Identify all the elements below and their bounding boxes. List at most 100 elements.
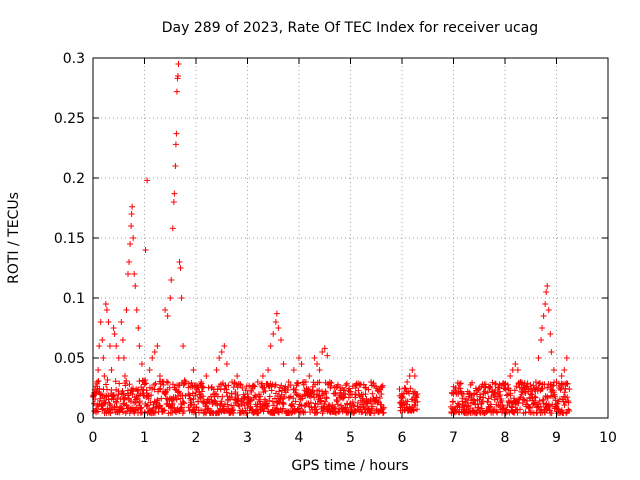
data-point — [489, 379, 496, 386]
data-point — [268, 387, 275, 394]
data-point — [511, 395, 518, 402]
data-point — [301, 379, 308, 385]
data-point — [186, 407, 193, 414]
data-point — [536, 380, 543, 387]
data-point — [108, 367, 115, 373]
data-point — [549, 401, 556, 408]
data-point — [512, 361, 519, 367]
data-point — [198, 407, 205, 414]
data-point — [270, 331, 277, 337]
data-point — [335, 409, 342, 416]
data-point — [396, 385, 403, 392]
data-point — [535, 355, 542, 361]
data-point — [306, 392, 313, 399]
x-tick-label: 0 — [89, 430, 98, 446]
data-point — [148, 392, 155, 399]
data-point — [409, 367, 416, 373]
data-point — [154, 397, 161, 404]
data-point — [543, 289, 550, 295]
data-point — [179, 392, 186, 399]
data-point — [357, 381, 364, 388]
data-point — [244, 391, 251, 397]
data-point — [120, 396, 127, 403]
data-point — [539, 385, 546, 392]
data-point — [154, 396, 161, 403]
data-point — [132, 283, 139, 289]
data-point — [101, 373, 108, 379]
data-point — [234, 384, 241, 391]
data-point — [170, 199, 177, 205]
data-point — [343, 380, 350, 387]
data-point — [131, 407, 138, 414]
data-point — [542, 301, 549, 307]
data-point — [119, 406, 126, 413]
data-point — [267, 343, 274, 349]
data-point — [142, 380, 149, 387]
data-point — [469, 379, 476, 386]
data-point — [345, 394, 352, 401]
data-point — [234, 373, 241, 379]
data-point — [514, 409, 521, 416]
data-point — [243, 410, 250, 417]
data-point — [411, 373, 418, 379]
data-point — [414, 398, 421, 405]
data-point — [404, 379, 411, 385]
data-point — [173, 396, 180, 403]
data-point — [532, 379, 539, 385]
data-point — [107, 402, 114, 409]
data-point — [472, 401, 479, 408]
data-point — [178, 404, 185, 411]
data-point — [528, 391, 535, 398]
data-point — [102, 399, 109, 406]
data-point — [127, 241, 134, 247]
data-point — [177, 265, 184, 271]
data-point — [531, 393, 538, 400]
data-point — [162, 389, 169, 396]
data-point — [199, 398, 206, 405]
data-point — [273, 405, 280, 412]
data-point — [187, 397, 194, 403]
data-point — [290, 367, 297, 373]
data-point — [292, 386, 299, 393]
data-point — [527, 391, 534, 397]
data-point — [180, 399, 187, 406]
data-point — [136, 343, 143, 349]
data-point — [95, 367, 102, 373]
data-point — [115, 355, 122, 361]
data-point — [129, 203, 136, 210]
data-point — [112, 398, 119, 405]
data-point — [119, 337, 126, 343]
data-point — [173, 88, 180, 95]
data-point — [456, 404, 463, 411]
data-point — [487, 401, 494, 408]
data-point — [110, 392, 117, 399]
data-point — [190, 396, 197, 403]
data-point — [320, 404, 327, 411]
data-point — [399, 393, 406, 400]
data-point — [106, 343, 113, 349]
data-point — [254, 401, 261, 408]
data-point — [200, 384, 207, 391]
data-point — [113, 343, 120, 349]
data-point — [91, 400, 98, 407]
data-point — [380, 404, 387, 411]
data-point — [565, 399, 572, 406]
data-point — [103, 307, 110, 313]
data-point — [477, 393, 484, 400]
data-point — [185, 391, 192, 397]
y-tick-label: 0.1 — [63, 291, 85, 307]
data-point — [225, 382, 232, 389]
data-point — [277, 337, 284, 343]
data-point — [493, 408, 500, 415]
data-point — [538, 337, 545, 343]
data-point — [496, 388, 503, 395]
data-point — [373, 385, 380, 391]
data-point — [159, 379, 166, 385]
data-point — [342, 404, 349, 411]
data-point — [544, 394, 551, 401]
data-point — [164, 379, 171, 386]
data-point — [342, 382, 349, 389]
data-point — [333, 398, 340, 405]
y-tick-label: 0.05 — [54, 351, 85, 367]
data-point — [377, 401, 384, 408]
